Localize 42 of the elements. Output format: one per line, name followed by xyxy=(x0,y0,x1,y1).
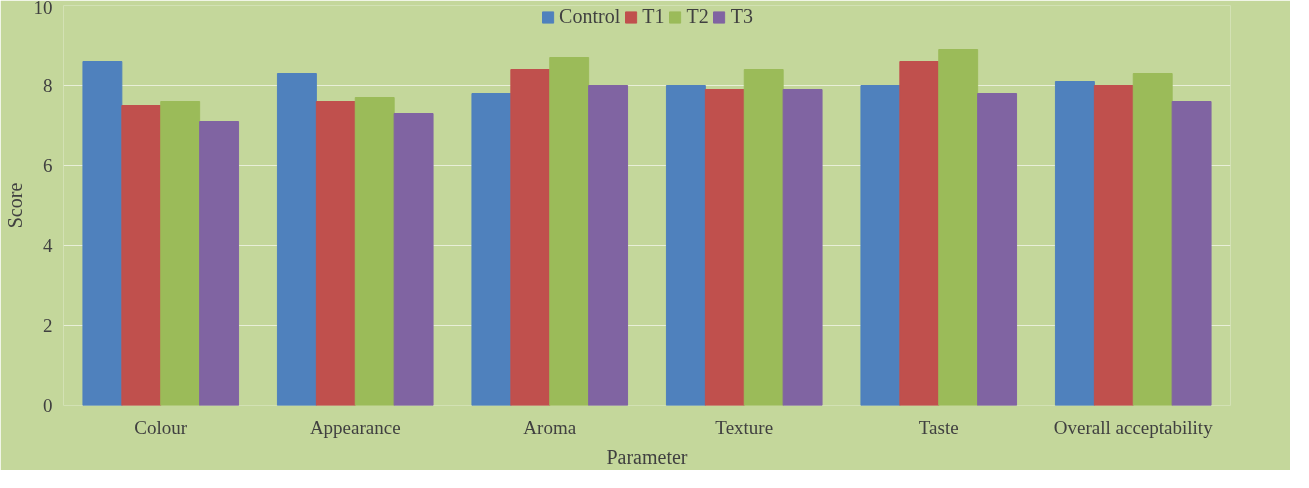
y-tick-label: 8 xyxy=(43,75,53,96)
bar xyxy=(782,89,823,406)
bar xyxy=(1054,81,1095,406)
bar xyxy=(393,113,434,406)
bar xyxy=(1171,101,1212,406)
y-tick-label: 0 xyxy=(43,395,53,416)
bar xyxy=(121,105,162,406)
x-tick-label: Appearance xyxy=(309,416,401,438)
bar xyxy=(665,85,706,406)
y-tick-label: 4 xyxy=(43,235,53,256)
bar xyxy=(354,97,395,406)
bar xyxy=(315,101,356,406)
bar xyxy=(938,49,979,406)
bar xyxy=(276,73,317,406)
y-axis-title: Score xyxy=(3,182,26,229)
legend-label: T2 xyxy=(686,5,709,28)
legend-label: Control xyxy=(559,5,621,28)
y-tick-label: 2 xyxy=(43,315,53,336)
x-tick-label: Overall acceptability xyxy=(1053,416,1214,438)
bar xyxy=(1132,73,1173,406)
bar xyxy=(549,57,590,406)
y-tick-label: 10 xyxy=(33,0,53,18)
x-tick-label: Taste xyxy=(918,416,959,438)
y-tick-label: 6 xyxy=(43,155,53,176)
bar xyxy=(860,85,901,406)
bar xyxy=(588,85,629,406)
x-tick-label: Aroma xyxy=(523,416,577,438)
bar xyxy=(160,101,201,406)
x-tick-label: Colour xyxy=(134,416,188,438)
bar xyxy=(1093,85,1134,406)
legend-label: T3 xyxy=(730,5,753,28)
bar xyxy=(471,93,512,406)
bar xyxy=(743,69,784,406)
bar xyxy=(704,89,745,406)
x-tick-label: Texture xyxy=(715,416,774,438)
bar xyxy=(82,61,123,406)
legend-label: T1 xyxy=(642,5,665,28)
x-axis-title: Parameter xyxy=(606,445,688,468)
bar xyxy=(977,93,1018,406)
bar xyxy=(899,61,940,406)
bar xyxy=(199,121,240,406)
bar xyxy=(510,69,551,406)
